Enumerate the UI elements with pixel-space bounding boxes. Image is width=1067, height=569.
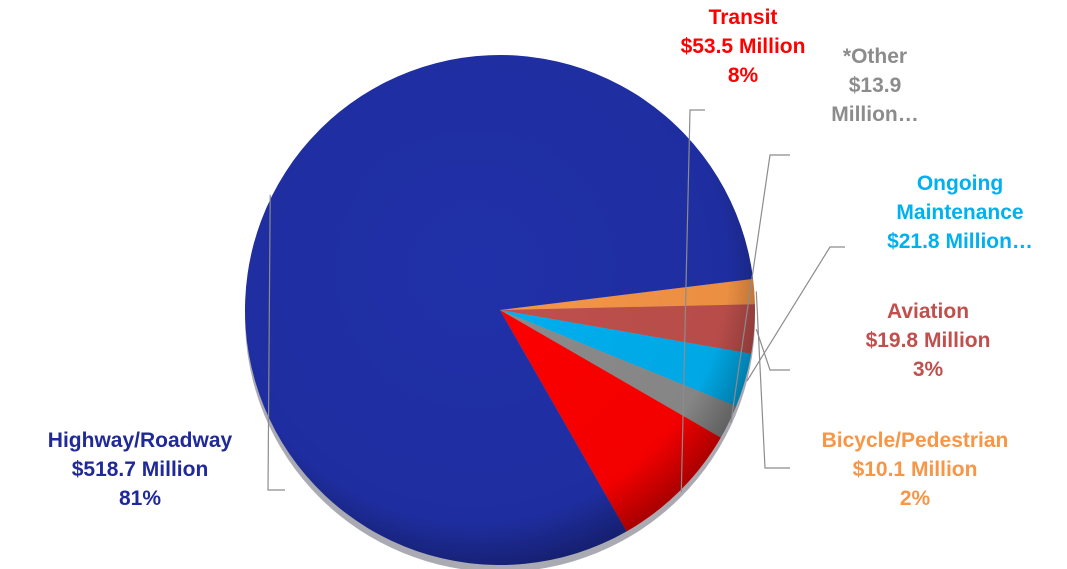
- label-amount: $13.9: [848, 74, 902, 97]
- leader-line-other: [730, 154, 790, 424]
- pie-slices: [245, 55, 755, 566]
- label-name: Bicycle/Pedestrian: [821, 429, 1009, 452]
- slice-label-highway-roadway: Highway/Roadway $518.7 Million 81%: [0, 426, 280, 513]
- leader-line-ongoing: [746, 246, 845, 382]
- label-name: Aviation: [886, 300, 970, 323]
- leader-line-bicycle-pedestrian: [755, 291, 790, 469]
- label-name: *Other: [842, 45, 908, 68]
- label-percent: 2%: [899, 487, 931, 510]
- slice-label-transit: Transit $53.5 Million 8%: [628, 3, 858, 90]
- label-percent: $21.8 Million…: [887, 230, 1033, 253]
- leader-line-transit: [680, 109, 705, 493]
- label-amount: Maintenance: [896, 201, 1024, 224]
- label-amount: $19.8 Million: [865, 329, 991, 352]
- label-percent: 81%: [118, 487, 162, 510]
- label-amount: $10.1 Million: [852, 458, 978, 481]
- slice-label-aviation: Aviation $19.8 Million 3%: [818, 297, 1038, 384]
- label-name: Highway/Roadway: [47, 429, 233, 452]
- slice-label-ongoing-maintenance: Ongoing Maintenance $21.8 Million…: [855, 169, 1065, 256]
- label-name: Ongoing: [916, 172, 1004, 195]
- leader-line-highway-roadway: [267, 194, 285, 491]
- slice-label-other: *Other $13.9 Million…: [810, 42, 940, 129]
- slice-label-bicycle-pedestrian: Bicycle/Pedestrian $10.1 Million 2%: [780, 426, 1050, 513]
- label-name: Transit: [708, 6, 778, 29]
- label-percent: 3%: [912, 358, 944, 381]
- leader-lines: [267, 109, 845, 493]
- label-amount: $53.5 Million: [680, 35, 806, 58]
- label-amount: $518.7 Million: [71, 458, 209, 481]
- label-percent: 8%: [727, 64, 759, 87]
- leader-line-aviation: [755, 329, 790, 371]
- label-percent: Million…: [831, 103, 919, 126]
